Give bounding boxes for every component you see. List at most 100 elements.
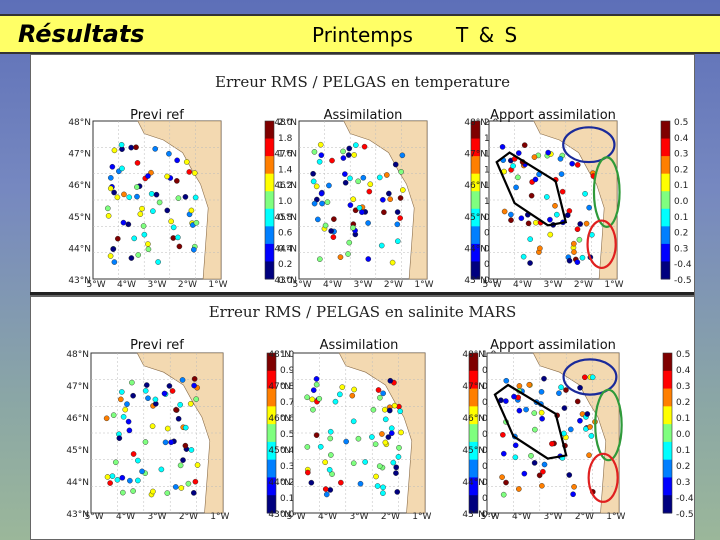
data-point xyxy=(541,375,547,382)
highlight-north-outline xyxy=(562,358,618,396)
colorbar-frame xyxy=(662,352,673,514)
temperature-figure: Erreur RMS / PELGAS en temperature Previ… xyxy=(30,54,695,296)
data-point xyxy=(137,211,144,217)
data-point xyxy=(579,254,586,261)
data-point xyxy=(526,381,533,388)
lon-label: 3°W xyxy=(349,512,368,522)
data-point xyxy=(318,152,325,158)
data-point xyxy=(350,418,357,425)
data-point xyxy=(304,394,310,401)
data-point xyxy=(322,486,329,492)
colorbar-segment xyxy=(661,138,670,157)
colorbar-frame xyxy=(266,352,277,514)
data-point xyxy=(168,439,174,446)
lat-label: 47°N xyxy=(268,382,291,392)
data-point xyxy=(118,142,125,148)
colorbar-tick-label: 0.5 xyxy=(280,430,294,440)
colorbar-segment xyxy=(663,441,672,461)
data-point xyxy=(119,474,126,481)
colorbar-segment xyxy=(661,121,670,140)
lat-label: 43°N xyxy=(68,276,91,286)
data-point xyxy=(304,444,311,450)
colorbar-tick-label: 0.6 xyxy=(278,229,293,239)
data-point xyxy=(188,207,195,214)
lon-label: 4°W xyxy=(512,512,531,522)
data-point xyxy=(130,488,136,494)
data-point xyxy=(170,224,177,231)
data-point xyxy=(158,466,165,473)
data-point xyxy=(191,170,198,176)
data-point xyxy=(351,152,357,158)
data-point xyxy=(130,451,137,457)
data-point xyxy=(574,398,581,405)
data-point xyxy=(128,255,135,261)
data-point xyxy=(540,468,546,475)
data-point xyxy=(104,474,111,480)
lat-label: 45°N xyxy=(274,213,297,223)
data-point xyxy=(173,407,179,413)
data-point xyxy=(125,221,132,228)
data-point xyxy=(396,444,402,451)
data-point xyxy=(516,486,522,492)
colorbar-segment xyxy=(265,156,274,175)
data-point xyxy=(140,223,147,229)
data-point xyxy=(547,231,554,238)
colorbar-segment xyxy=(267,424,276,443)
colorbar-segment xyxy=(663,370,672,390)
data-point xyxy=(166,150,172,157)
data-point xyxy=(536,472,543,479)
lat-label: 47°N xyxy=(68,150,91,160)
data-point xyxy=(126,194,133,201)
data-point xyxy=(347,175,353,182)
data-point xyxy=(512,454,519,461)
data-point xyxy=(345,152,352,158)
data-point xyxy=(521,470,528,477)
data-point xyxy=(109,163,116,170)
data-point xyxy=(164,425,171,432)
data-point xyxy=(319,200,325,207)
data-point xyxy=(142,439,149,445)
highlight-south-outline xyxy=(587,452,619,503)
colorbar-tick-label: 0.2 xyxy=(674,165,688,175)
lat-label: 48°N xyxy=(268,350,291,360)
data-point xyxy=(310,170,316,177)
data-point xyxy=(386,190,392,197)
colorbar-segment xyxy=(661,173,670,192)
data-point xyxy=(382,406,388,413)
lon-label: 2°W xyxy=(179,512,198,522)
colorbar-tick-label: 0.4 xyxy=(676,366,691,376)
data-point xyxy=(311,200,318,207)
data-point xyxy=(577,417,583,424)
data-point xyxy=(120,414,127,420)
data-point xyxy=(315,216,321,223)
data-point xyxy=(538,409,545,416)
data-point xyxy=(553,211,560,218)
lon-label: 1°W xyxy=(210,512,229,522)
colorbar-segment xyxy=(663,424,672,443)
colorbar-tick-label: -0.4 xyxy=(676,494,694,504)
data-point xyxy=(362,459,368,465)
data-point xyxy=(164,490,171,496)
data-point xyxy=(587,424,593,430)
colorbar-tick-label: 0.0 xyxy=(280,510,295,520)
data-point xyxy=(156,199,163,206)
data-point xyxy=(576,236,583,243)
highlight-shelf-outline xyxy=(495,151,568,227)
colorbar-segment xyxy=(469,495,478,514)
data-point xyxy=(397,195,404,201)
data-point xyxy=(503,479,509,486)
data-point xyxy=(343,438,349,445)
colorbar-segment xyxy=(265,261,274,280)
data-point xyxy=(107,175,114,181)
data-point xyxy=(125,418,132,425)
lon-label: 5°W xyxy=(85,512,104,522)
data-point xyxy=(114,194,121,201)
data-point xyxy=(310,406,316,413)
data-point xyxy=(150,208,156,214)
colorbar-segment xyxy=(661,156,670,175)
panel-title: Apport assimilation xyxy=(490,338,616,353)
colorbar-tick-label: 0.0 xyxy=(484,276,499,286)
data-point xyxy=(384,172,390,178)
data-point xyxy=(533,219,539,226)
salinity-figure-title: Erreur RMS / PELGAS en salinite MARS xyxy=(208,303,517,321)
